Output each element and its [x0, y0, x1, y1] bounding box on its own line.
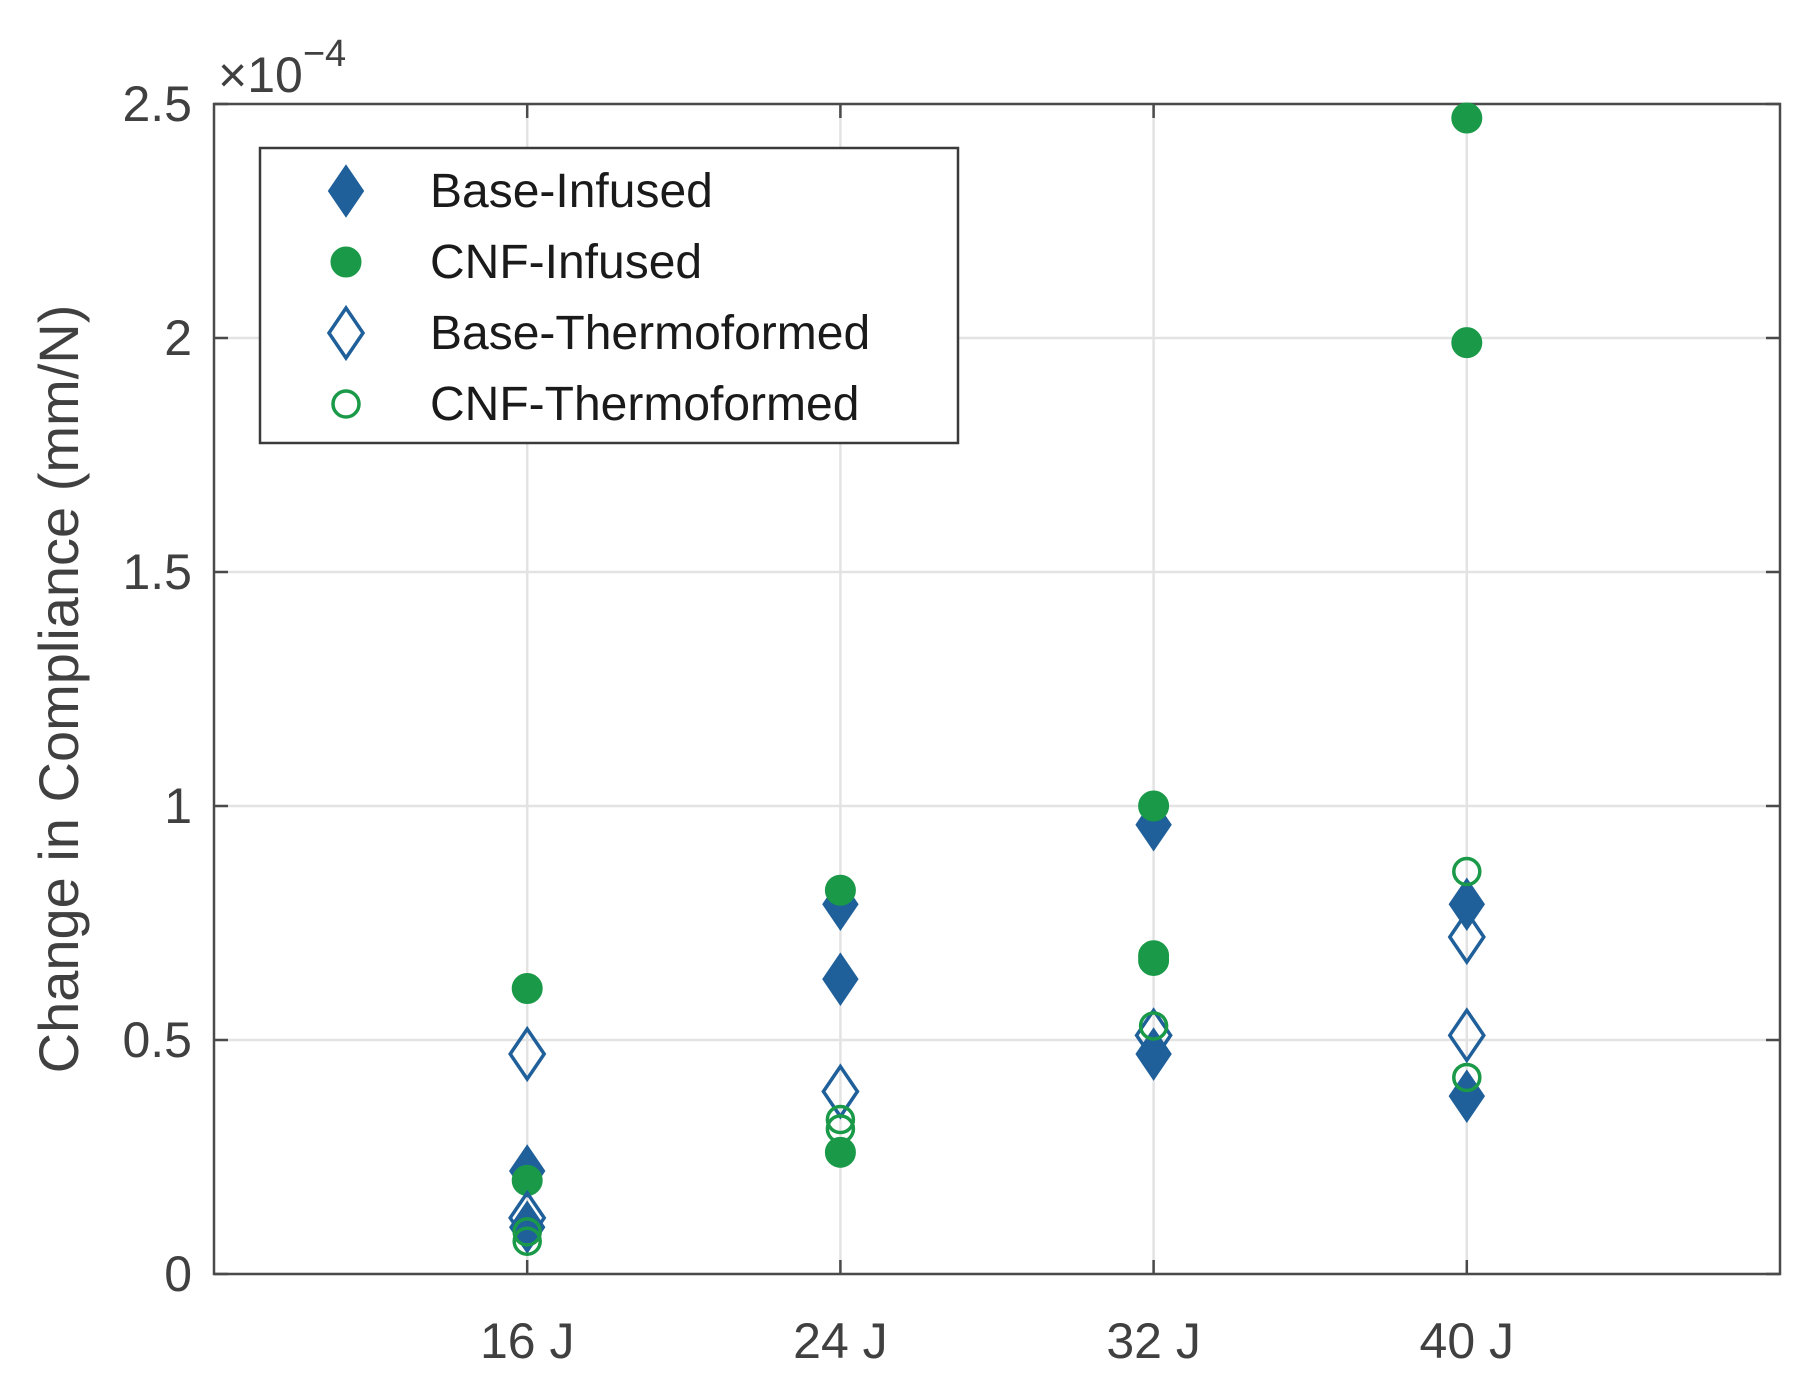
- exponent-power: −4: [303, 33, 346, 75]
- data-point: [1452, 856, 1482, 887]
- legend-label: CNF-Infused: [430, 236, 702, 289]
- data-point: [822, 952, 859, 1006]
- marks-layer: [508, 102, 1486, 1256]
- x-tick-label: 32 J: [1106, 1313, 1201, 1369]
- data-point: [1452, 1062, 1482, 1093]
- series-base-thermoformed: [508, 908, 1486, 1246]
- legend-marker: [327, 164, 365, 218]
- x-tick-label: 24 J: [793, 1313, 888, 1369]
- data-point: [508, 1189, 547, 1246]
- series-base-infused: [508, 797, 1486, 1254]
- legend-label: CNF-Thermoformed: [430, 378, 859, 431]
- legend-marker: [326, 304, 366, 362]
- data-point: [511, 973, 543, 1005]
- data-point: [512, 1217, 542, 1247]
- data-point: [1138, 790, 1170, 822]
- legend: Base-Infused CNF-Infused Base-Thermoformed…: [258, 146, 960, 445]
- data-point: [1135, 1027, 1172, 1081]
- data-point: [1451, 327, 1483, 359]
- legend-box: [258, 146, 960, 445]
- data-point: [1451, 102, 1483, 134]
- legend-marker: [330, 246, 362, 278]
- data-point: [1448, 877, 1486, 932]
- data-point: [1447, 908, 1486, 966]
- x-tick-label: 16 J: [480, 1313, 575, 1369]
- exponent-base: ×10: [218, 47, 303, 103]
- y-tick-label: 2.5: [122, 76, 192, 132]
- data-point: [508, 1025, 547, 1083]
- data-point: [1447, 1007, 1486, 1064]
- data-point: [1138, 944, 1170, 976]
- y-axis-exponent: ×10−4: [218, 33, 346, 103]
- y-tick-label: 2: [164, 310, 192, 366]
- y-tick-label: 0: [164, 1246, 192, 1302]
- y-axis-title: Change in Compliance (mm/N): [27, 305, 90, 1074]
- series-cnf-infused: [511, 102, 1483, 1196]
- data-point: [1448, 1069, 1486, 1123]
- data-point: [824, 874, 856, 906]
- data-point: [512, 1226, 542, 1256]
- legend-label: Base-Infused: [430, 165, 713, 218]
- y-tick-label: 1.5: [122, 544, 192, 600]
- y-tick-label: 0.5: [122, 1012, 192, 1068]
- y-tick-label: 1: [164, 778, 192, 834]
- series-cnf-thermoformed: [512, 856, 1482, 1256]
- labels-layer: 16 J 24 J 32 J 40 J 0 0.5 1 1.5 2 2.5 ×10−4 Change …: [27, 33, 1514, 1369]
- x-tick-label: 40 J: [1420, 1313, 1515, 1369]
- data-point: [825, 1114, 856, 1144]
- axes-layer: [212, 102, 1782, 1276]
- plot-frame: [212, 102, 1782, 1276]
- data-point: [825, 1104, 856, 1135]
- data-point: [824, 1136, 856, 1168]
- legend-marker: [331, 389, 361, 419]
- legend-label: Base-Thermoformed: [430, 307, 870, 360]
- data-point: [1138, 1011, 1169, 1041]
